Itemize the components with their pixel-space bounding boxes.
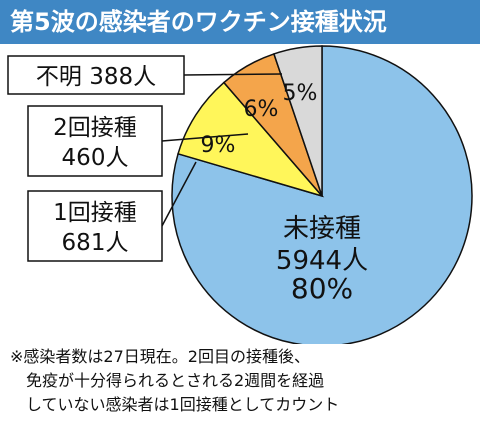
slice-4-wedge — [272, 45, 323, 197]
slice-1-wedge — [171, 45, 473, 344]
slice-4-leader-line — [183, 73, 283, 76]
slice-4-label-line-1: 不明 388人 — [36, 64, 156, 90]
slice-4-callout-box — [7, 55, 185, 95]
slice-3-callout-box — [27, 105, 163, 177]
footnote-line-1: ※感染者数は27日現在。2回目の接種後、 — [10, 347, 310, 366]
slice-2-wedge — [177, 81, 325, 198]
slice-2-callout-box — [27, 190, 163, 262]
slice-1-label-line-2: 5944人 — [276, 246, 368, 276]
footnote: ※感染者数は27日現在。2回目の接種後、 免疫が十分得られるとされる2週間を経過… — [10, 345, 478, 417]
chart-title: 第5波の感染者のワクチン接種状況 — [0, 0, 480, 44]
slice-3-label-line-1: 2回接種 — [53, 115, 137, 141]
slice-2-label-line-2: 681人 — [62, 230, 129, 256]
footnote-line-3: していない感染者は1回接種としてカウント — [10, 395, 340, 414]
slice-4-percent-label: 5% — [283, 81, 318, 106]
footnote-line-2: 免疫が十分得られるとされる2週間を経過 — [10, 371, 325, 390]
slice-3-percent-label: 6% — [244, 97, 279, 122]
slice-1-percent-label: 80% — [291, 272, 353, 305]
slice-2-label-line-1: 1回接種 — [53, 200, 137, 226]
slice-1-label-line-1: 未接種 — [283, 214, 361, 244]
slice-3-label-line-2: 460人 — [62, 145, 129, 171]
slice-2-leader-line — [161, 161, 197, 227]
slice-3-leader-line — [161, 133, 249, 142]
